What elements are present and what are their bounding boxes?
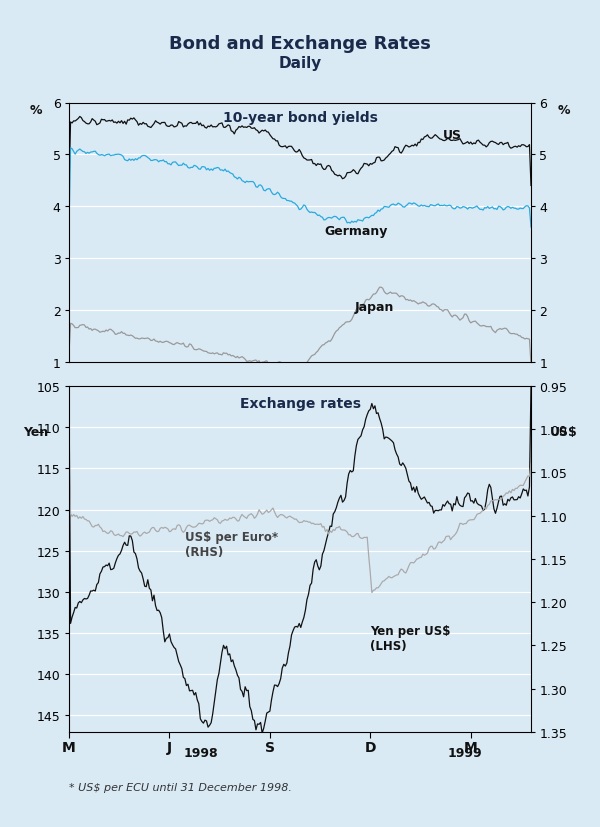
Text: US$: US$ <box>550 426 578 439</box>
Text: 1999: 1999 <box>448 746 482 759</box>
Text: US$ per Euro*
(RHS): US$ per Euro* (RHS) <box>185 530 278 558</box>
Text: %: % <box>558 103 570 117</box>
Text: Daily: Daily <box>278 56 322 71</box>
Text: 10-year bond yields: 10-year bond yields <box>223 111 377 125</box>
Text: 1998: 1998 <box>184 746 218 759</box>
Text: Yen: Yen <box>23 426 49 439</box>
Text: * US$ per ECU until 31 December 1998.: * US$ per ECU until 31 December 1998. <box>69 782 292 792</box>
Text: US: US <box>443 129 462 142</box>
Text: Exchange rates: Exchange rates <box>239 397 361 411</box>
Text: Yen per US$
(LHS): Yen per US$ (LHS) <box>370 624 451 653</box>
Text: Bond and Exchange Rates: Bond and Exchange Rates <box>169 35 431 53</box>
Text: Japan: Japan <box>355 300 394 313</box>
Text: %: % <box>30 103 42 117</box>
Text: Germany: Germany <box>324 225 388 238</box>
